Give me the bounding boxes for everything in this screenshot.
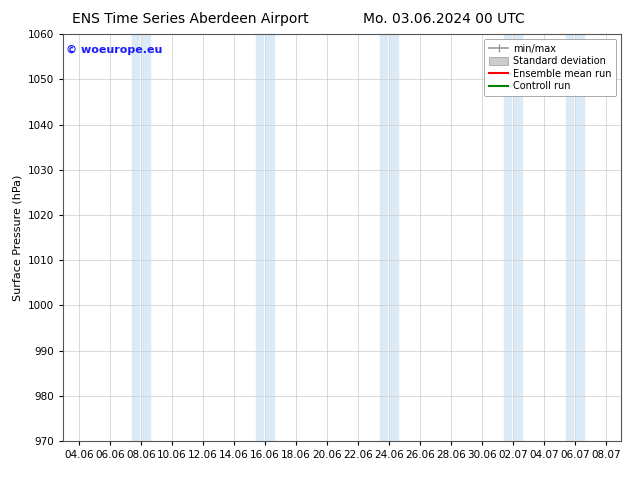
- Bar: [503, 34, 511, 441]
- Bar: [132, 34, 139, 441]
- Bar: [566, 34, 573, 441]
- Legend: min/max, Standard deviation, Ensemble mean run, Controll run: min/max, Standard deviation, Ensemble me…: [484, 39, 616, 96]
- Bar: [380, 34, 387, 441]
- Text: Mo. 03.06.2024 00 UTC: Mo. 03.06.2024 00 UTC: [363, 12, 525, 26]
- Bar: [143, 34, 150, 441]
- Text: © woeurope.eu: © woeurope.eu: [66, 45, 162, 54]
- Bar: [576, 34, 584, 441]
- Bar: [256, 34, 263, 441]
- Bar: [514, 34, 522, 441]
- Bar: [266, 34, 274, 441]
- Bar: [391, 34, 398, 441]
- Y-axis label: Surface Pressure (hPa): Surface Pressure (hPa): [13, 174, 23, 301]
- Text: ENS Time Series Aberdeen Airport: ENS Time Series Aberdeen Airport: [72, 12, 309, 26]
